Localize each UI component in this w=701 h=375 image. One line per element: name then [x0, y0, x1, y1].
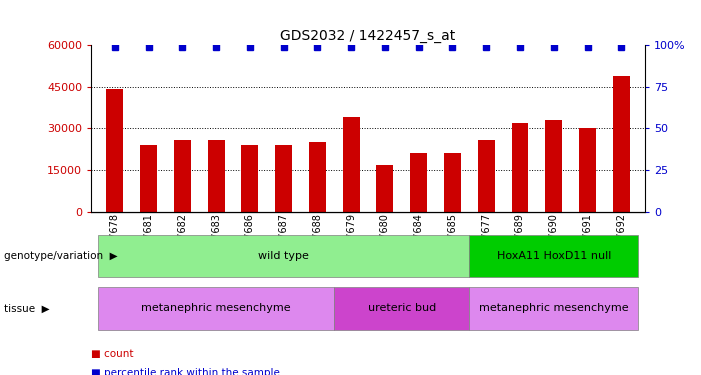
Bar — [579, 128, 596, 212]
Text: GSM87684: GSM87684 — [414, 213, 423, 266]
Text: HoxA11 HoxD11 null: HoxA11 HoxD11 null — [496, 251, 611, 261]
Text: metanephric mesenchyme: metanephric mesenchyme — [479, 303, 629, 313]
Text: GSM87677: GSM87677 — [481, 213, 491, 266]
Bar — [376, 165, 393, 212]
Text: GSM87678: GSM87678 — [110, 213, 120, 266]
Text: GSM87679: GSM87679 — [346, 213, 356, 266]
Text: ureteric bud: ureteric bud — [367, 303, 436, 313]
Bar — [275, 145, 292, 212]
Bar — [470, 235, 638, 277]
Text: GSM87687: GSM87687 — [278, 213, 289, 266]
Text: GSM87682: GSM87682 — [177, 213, 187, 266]
Text: tissue  ▶: tissue ▶ — [4, 303, 49, 313]
Text: wild type: wild type — [258, 251, 309, 261]
Text: GSM87692: GSM87692 — [616, 213, 626, 266]
Bar — [207, 140, 224, 212]
Text: genotype/variation  ▶: genotype/variation ▶ — [4, 251, 117, 261]
Bar — [140, 145, 157, 212]
Text: metanephric mesenchyme: metanephric mesenchyme — [142, 303, 291, 313]
Bar — [470, 287, 638, 330]
Text: ■ percentile rank within the sample: ■ percentile rank within the sample — [91, 368, 280, 375]
Bar — [334, 287, 470, 330]
Text: GSM87680: GSM87680 — [380, 213, 390, 266]
Bar — [410, 153, 427, 212]
Bar — [613, 76, 629, 212]
Bar — [444, 153, 461, 212]
Bar — [343, 117, 360, 212]
Bar — [98, 235, 470, 277]
Text: GSM87681: GSM87681 — [144, 213, 154, 266]
Text: GSM87689: GSM87689 — [515, 213, 525, 266]
Bar — [478, 140, 495, 212]
Text: GSM87688: GSM87688 — [313, 213, 322, 266]
Bar — [107, 90, 123, 212]
Bar — [309, 142, 326, 212]
Text: GSM87686: GSM87686 — [245, 213, 255, 266]
Text: GSM87690: GSM87690 — [549, 213, 559, 266]
Bar — [241, 145, 258, 212]
Bar — [98, 287, 334, 330]
Bar — [512, 123, 529, 212]
Bar — [545, 120, 562, 212]
Text: ■ count: ■ count — [91, 350, 134, 359]
Title: GDS2032 / 1422457_s_at: GDS2032 / 1422457_s_at — [280, 28, 456, 43]
Bar — [174, 140, 191, 212]
Text: GSM87685: GSM87685 — [447, 213, 458, 266]
Text: GSM87683: GSM87683 — [211, 213, 221, 266]
Text: GSM87691: GSM87691 — [583, 213, 592, 266]
